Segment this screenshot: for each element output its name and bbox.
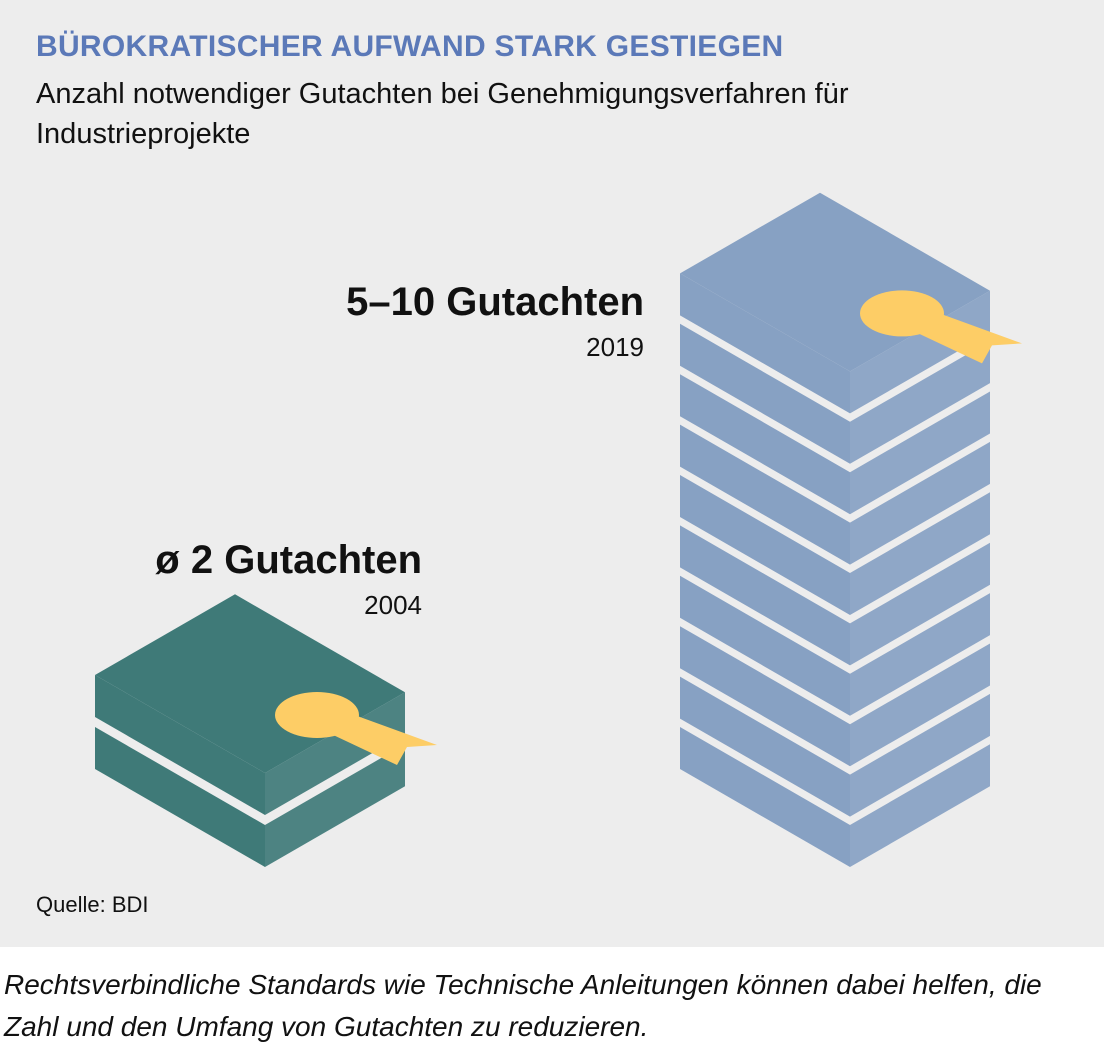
year-label-2004: 2004 — [364, 590, 422, 620]
sheet-side-left-2019 — [680, 273, 850, 414]
sheet-side-left-2004 — [95, 727, 265, 867]
sheet-side-left-2019 — [680, 424, 850, 565]
seal-icon-2019 — [860, 290, 944, 337]
seal-icon-2004 — [275, 692, 359, 738]
value-label-2004: ø 2 Gutachten — [155, 538, 422, 582]
sheet-side-right-2019 — [850, 744, 990, 867]
sheet-side-right-2019 — [850, 643, 990, 767]
sheet-side-left-2019 — [680, 374, 850, 515]
footnote-text: Rechtsverbindliche Standards wie Technis… — [4, 969, 1042, 1042]
chart-panel: BÜROKRATISCHER AUFWAND STARK GESTIEGEN A… — [0, 0, 1104, 947]
stack-pictogram — [95, 192, 1022, 867]
sheet-side-left-2019 — [680, 676, 850, 817]
chart-subtitle: Anzahl notwendiger Gutachten bei Genehmi… — [36, 78, 849, 150]
sheet-side-right-2019 — [850, 492, 990, 615]
sheet-side-right-2019 — [850, 542, 990, 666]
source-note: Quelle: BDI — [36, 892, 149, 917]
sheet-side-right-2019 — [850, 441, 990, 565]
sheet-side-left-2019 — [680, 323, 850, 464]
sheet-side-left-2019 — [680, 475, 850, 615]
year-label-2019: 2019 — [586, 332, 644, 362]
sheet-side-left-2019 — [680, 727, 850, 867]
sheet-side-left-2004 — [95, 675, 265, 815]
sheet-side-right-2019 — [850, 593, 990, 716]
sheet-side-right-2004 — [265, 744, 405, 867]
sheet-side-right-2019 — [850, 391, 990, 515]
value-label-2019: 5–10 Gutachten — [346, 280, 644, 324]
sheet-side-right-2019 — [850, 693, 990, 817]
sheet-side-right-2019 — [850, 341, 990, 464]
sheet-side-left-2019 — [680, 525, 850, 666]
sheet-side-left-2019 — [680, 575, 850, 716]
sheet-side-left-2019 — [680, 626, 850, 767]
chart-title: BÜROKRATISCHER AUFWAND STARK GESTIEGEN — [36, 30, 784, 63]
